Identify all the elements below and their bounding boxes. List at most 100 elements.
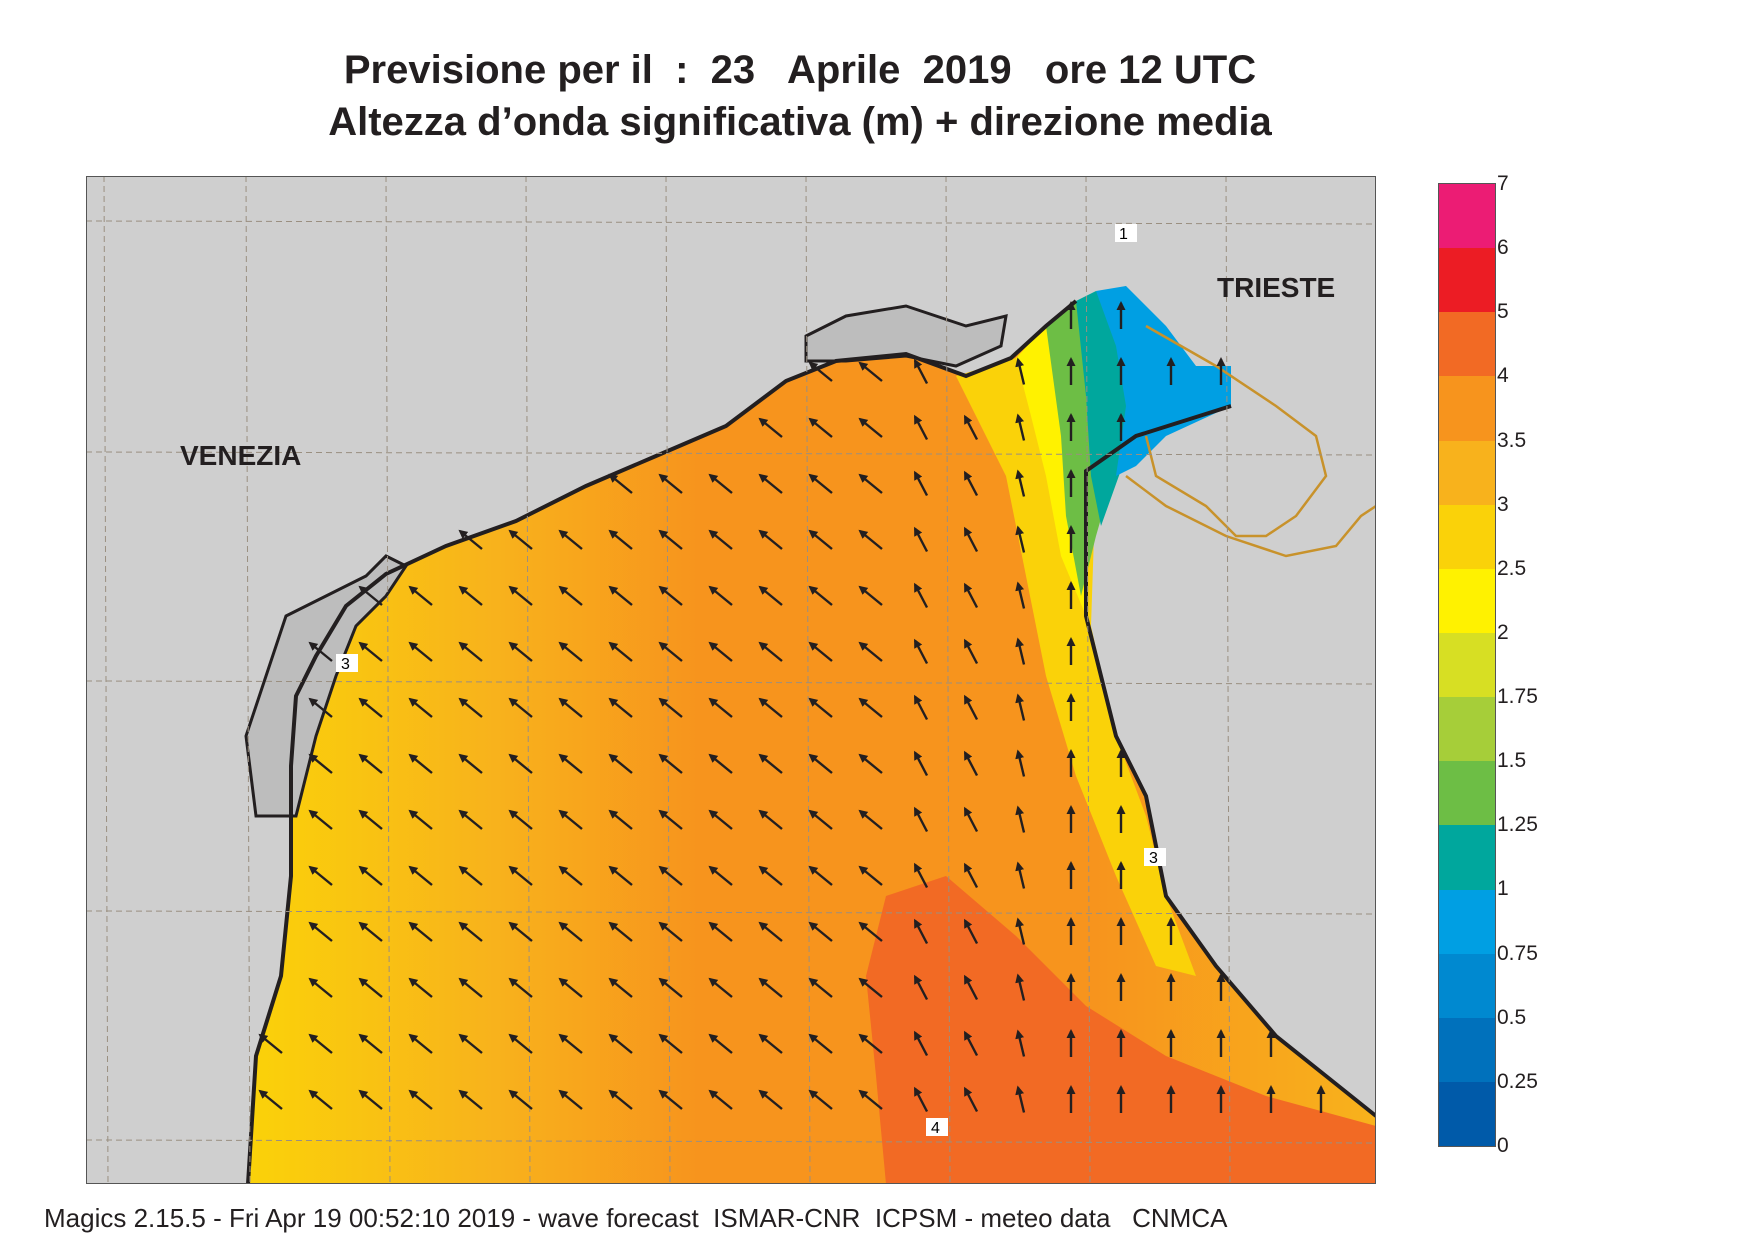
direction-arrow (658, 1089, 683, 1110)
color-scale-segment (1439, 504, 1495, 569)
footer-credits: Magics 2.15.5 - Fri Apr 19 00:52:10 2019… (44, 1203, 1228, 1233)
direction-arrow (558, 529, 583, 550)
direction-arrow (458, 753, 483, 774)
direction-arrow (408, 921, 433, 942)
direction-arrow (1015, 637, 1026, 665)
direction-arrow (1015, 861, 1026, 889)
direction-arrow (408, 697, 433, 718)
direction-arrow (608, 809, 633, 830)
direction-arrow (408, 977, 433, 998)
color-scale-segment (1439, 632, 1495, 698)
direction-arrow (708, 1089, 733, 1110)
color-scale-segment (1439, 440, 1495, 505)
color-scale-label: 2 (1497, 620, 1509, 644)
color-scale-segment (1439, 184, 1495, 249)
forecast-title: Previsione per il : 23 Aprile 2019 ore 1… (343, 48, 1257, 92)
direction-arrow (308, 753, 333, 774)
direction-arrow (708, 1033, 733, 1054)
direction-arrow (408, 753, 433, 774)
direction-arrow (558, 865, 583, 886)
direction-arrow (1015, 749, 1026, 777)
direction-arrow (658, 641, 683, 662)
direction-arrow (708, 473, 733, 494)
color-scale-label: 3.5 (1497, 428, 1527, 452)
direction-arrow (558, 921, 583, 942)
contour-label: 3 (336, 654, 358, 673)
lat-lon-grid (86, 176, 1376, 1184)
direction-arrow (858, 641, 883, 662)
grid-line (86, 451, 1376, 456)
direction-arrow (308, 809, 333, 830)
color-scale-segment (1439, 312, 1495, 377)
direction-arrow (808, 641, 833, 662)
contour-label: 4 (926, 1118, 948, 1137)
direction-arrow (758, 865, 783, 886)
grid-line (86, 1139, 1376, 1144)
direction-arrow (408, 865, 433, 886)
direction-arrow (913, 694, 929, 721)
forecast-subtitle: Altezza d’onda significativa (m) + direz… (328, 100, 1272, 144)
direction-arrow (358, 921, 383, 942)
direction-arrow (808, 921, 833, 942)
wave-direction-arrows (258, 301, 1326, 1113)
direction-arrow (558, 809, 583, 830)
direction-arrow (558, 1089, 583, 1110)
direction-arrow (963, 526, 979, 553)
direction-arrow (913, 918, 929, 945)
direction-arrow (458, 865, 483, 886)
direction-arrow (508, 865, 533, 886)
direction-arrow (963, 1030, 979, 1057)
direction-arrow (708, 977, 733, 998)
direction-arrow (758, 417, 783, 438)
color-scale-segment (1439, 376, 1495, 441)
direction-arrow (858, 473, 883, 494)
direction-arrow (608, 641, 633, 662)
sea-area (248, 286, 1376, 1184)
zone-2-3m (956, 326, 1196, 976)
direction-arrow (913, 414, 929, 441)
direction-arrow (1015, 973, 1026, 1001)
direction-arrow (963, 470, 979, 497)
svg-text:3: 3 (1149, 850, 1158, 867)
direction-arrow (858, 809, 883, 830)
direction-arrow (708, 641, 733, 662)
direction-arrow (708, 865, 733, 886)
map-border (86, 176, 1376, 1184)
contour-label: 1 (1115, 224, 1137, 243)
color-scale-label: 4 (1497, 364, 1509, 388)
direction-arrow (358, 977, 383, 998)
direction-arrow (1015, 805, 1026, 833)
direction-arrow (758, 697, 783, 718)
direction-arrow (508, 529, 533, 550)
direction-arrow (1015, 469, 1026, 497)
direction-arrow (1015, 1029, 1026, 1057)
direction-arrow (808, 361, 833, 382)
direction-arrow (858, 865, 883, 886)
direction-arrow (608, 529, 633, 550)
direction-arrow (358, 1089, 383, 1110)
direction-arrow (558, 585, 583, 606)
direction-arrow (558, 977, 583, 998)
direction-arrow (913, 806, 929, 833)
direction-arrow (963, 750, 979, 777)
svg-text:1: 1 (1119, 226, 1128, 243)
direction-arrow (608, 921, 633, 942)
direction-arrow (308, 697, 333, 718)
direction-arrow (708, 697, 733, 718)
direction-arrow (458, 1033, 483, 1054)
color-scale-label: 5 (1497, 300, 1509, 324)
color-scale-label: 7 (1497, 172, 1509, 195)
direction-arrow (608, 753, 633, 774)
direction-arrow (508, 753, 533, 774)
direction-arrow (458, 977, 483, 998)
coastline-east (1084, 404, 1376, 1118)
direction-arrow (358, 641, 383, 662)
national-border (1144, 324, 1328, 538)
direction-arrow (708, 753, 733, 774)
direction-arrow (808, 417, 833, 438)
direction-arrow (408, 1089, 433, 1110)
direction-arrow (558, 641, 583, 662)
direction-arrow (858, 585, 883, 606)
grid-line (1085, 176, 1091, 1184)
direction-arrow (608, 585, 633, 606)
